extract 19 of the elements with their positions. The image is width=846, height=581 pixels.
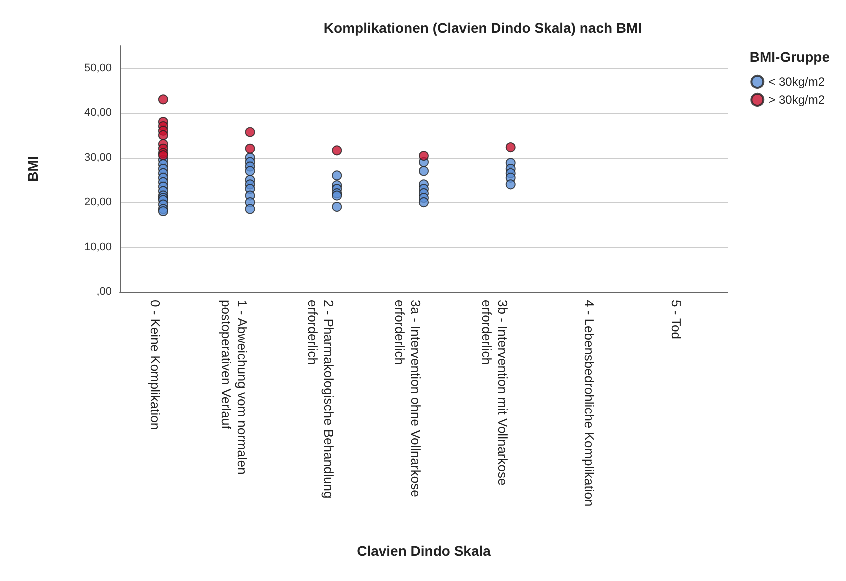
legend-label: > 30kg/m2 xyxy=(768,93,826,107)
y-tick-label: ,00 xyxy=(96,286,112,298)
x-tick-label: 3a - Intervention ohne Vollnarkose erforderlich xyxy=(392,300,424,501)
x-tick-label: 1 - Abweichung vom normalen postoperativen Verlauf xyxy=(218,300,250,478)
y-tick-label: 50,00 xyxy=(84,62,112,74)
x-tick-label: 0 - Keine Komplikation xyxy=(148,300,163,430)
y-tick-label: 20,00 xyxy=(84,196,112,209)
x-tick-label: 5 - Tod xyxy=(669,300,684,340)
x-axis-title: Clavien Dindo Skala xyxy=(357,543,492,559)
legend-label: < 30kg/m2 xyxy=(768,75,826,89)
x-tick-label: 4 - Lebensbedrohliche Komplikation xyxy=(582,300,598,507)
y-axis-title: BMI xyxy=(25,156,41,182)
legend-title: BMI-Gruppe xyxy=(750,49,830,65)
x-tick-label: 3b - Intervention mit Vollnarkose erforderlich xyxy=(479,300,510,490)
chart-title: Komplikationen (Clavien Dindo Skala) nach BMI xyxy=(324,20,642,36)
x-tick-label: 2 - Pharmakologische Behandlung erforderlich xyxy=(306,300,337,502)
y-tick-label: 10,00 xyxy=(84,241,112,254)
y-tick-label: 30,00 xyxy=(84,152,112,164)
y-tick-label: 40,00 xyxy=(84,107,112,120)
